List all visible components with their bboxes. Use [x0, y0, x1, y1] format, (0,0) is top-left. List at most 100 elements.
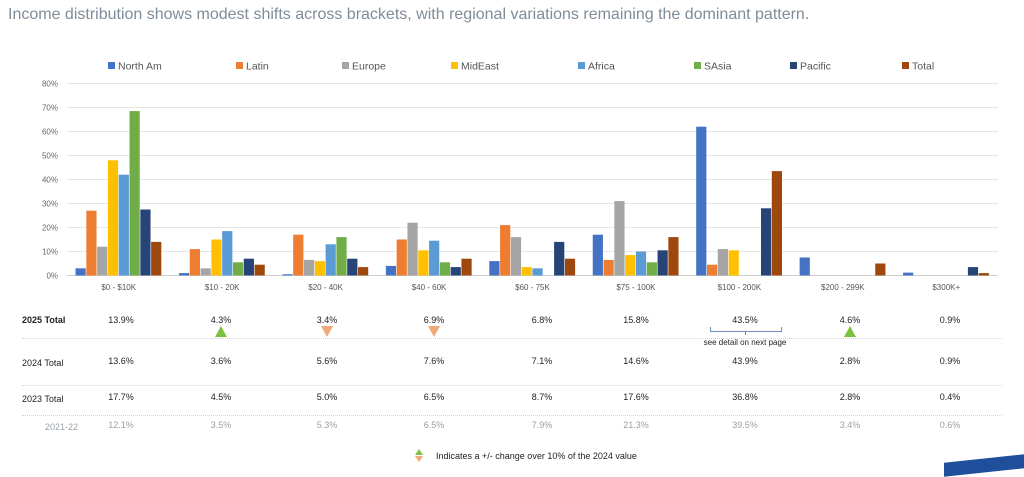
y-tick-label: 70% — [42, 104, 58, 113]
legend-label-europe: Europe — [352, 61, 386, 73]
bar-latin — [189, 249, 200, 276]
row-label: 2023 Total — [22, 394, 64, 404]
bar-sasia — [646, 262, 657, 276]
row-label: 2025 Total — [22, 315, 66, 325]
table-cell: 5.3% — [316, 420, 338, 430]
x-tick-label: $60 - 75K — [515, 283, 550, 292]
table-cell: 13.9% — [108, 315, 134, 325]
table-cell: 0.4% — [939, 392, 961, 402]
bar-latin — [396, 239, 407, 276]
x-tick-label: $200 - 299K — [821, 283, 865, 292]
bar-north-am — [696, 126, 707, 276]
increase-indicator-icon — [844, 326, 856, 337]
legend-swatch — [236, 62, 243, 69]
bar-total — [978, 273, 989, 276]
bar-europe — [407, 222, 418, 276]
bar-latin — [86, 210, 97, 276]
table-cell: 12.1% — [108, 420, 134, 430]
x-tick-label: $300K+ — [932, 283, 960, 292]
table-cell: 2.8% — [839, 356, 861, 366]
bar-africa — [222, 231, 233, 276]
legend-swatch — [108, 62, 115, 69]
bar-pacific — [243, 258, 254, 276]
bar-europe — [510, 237, 522, 276]
bar-africa — [118, 174, 129, 276]
table-cell: 4.3% — [210, 315, 232, 325]
bar-mideast — [728, 250, 739, 276]
x-tick-label: $0 - $10K — [101, 283, 136, 292]
bar-north-am — [489, 261, 500, 276]
brand-swoosh — [944, 453, 1024, 477]
bar-mideast — [625, 255, 636, 276]
table-cell: 3.4% — [839, 420, 861, 430]
table-cell: 4.5% — [210, 392, 232, 402]
table-cell: 7.1% — [531, 356, 553, 366]
table-cell: 3.4% — [316, 315, 338, 325]
legend-label-total: Total — [912, 61, 934, 73]
bar-total — [875, 263, 886, 276]
legend-swatch — [790, 62, 797, 69]
bar-europe — [614, 201, 625, 276]
row-label: 2021-22 — [45, 422, 79, 432]
legend-label-africa: Africa — [588, 61, 615, 73]
x-tick-label: $40 - 60K — [412, 283, 447, 292]
bar-sasia — [336, 237, 347, 276]
bar-north-am — [178, 273, 190, 276]
indicator-legend-note: Indicates a +/- change over 10% of the 2… — [436, 451, 637, 461]
bar-mideast — [521, 267, 532, 276]
y-tick-label: 80% — [42, 80, 58, 89]
bar-sasia — [232, 262, 244, 276]
legend-label-north-am: North Am — [118, 61, 162, 73]
bracket-icon — [710, 327, 782, 332]
table-cell: 15.8% — [623, 315, 649, 325]
bar-north-am — [903, 272, 914, 276]
row-label: 2024 Total — [22, 358, 64, 368]
bar-total — [668, 237, 679, 276]
legend-swatch — [578, 62, 585, 69]
bar-sasia — [439, 262, 451, 276]
table-cell: 6.8% — [531, 315, 553, 325]
table-cell: 4.6% — [839, 315, 861, 325]
bar-chart: 0% 10% 20% 30% 40% 50% 60% 70% 80% $0 - $10K $10 -… — [42, 61, 998, 292]
bar-total — [254, 264, 265, 276]
table-cell: 36.8% — [732, 392, 758, 402]
x-tick-label: $20 - 40K — [308, 283, 343, 292]
bar-latin — [706, 264, 718, 276]
bar-europe — [97, 246, 108, 276]
detail-note: see detail on next page — [703, 338, 787, 347]
y-tick-label: 20% — [42, 224, 58, 233]
table-cell: 0.6% — [939, 420, 961, 430]
bar-pacific — [140, 209, 151, 276]
x-tick-label: $100 - 200K — [718, 283, 762, 292]
bar-total — [461, 258, 472, 276]
y-tick-label: 10% — [42, 248, 58, 257]
table-cell: 0.9% — [939, 356, 961, 366]
table-cell: 43.5% — [732, 315, 758, 325]
table-cell: 39.5% — [732, 420, 758, 430]
bar-sasia — [129, 111, 140, 276]
table-cell: 7.9% — [531, 420, 553, 430]
bar-pacific — [657, 250, 668, 276]
bar-pacific — [967, 267, 979, 276]
bar-north-am — [385, 265, 397, 276]
bar-africa — [532, 268, 543, 276]
bar-total — [358, 267, 369, 276]
bar-north-am — [282, 274, 293, 276]
bar-africa — [325, 244, 336, 276]
bar-pacific — [554, 241, 565, 276]
page-title: Income distribution shows modest shifts … — [8, 6, 810, 23]
row-divider — [22, 415, 1002, 416]
bar-north-am — [592, 234, 603, 276]
bar-total — [151, 241, 162, 276]
table-cell: 13.6% — [108, 356, 134, 366]
bar-africa — [429, 240, 440, 276]
bar-europe — [200, 268, 211, 276]
bar-europe — [717, 249, 728, 276]
y-tick-label: 60% — [42, 128, 58, 137]
bracket-stem — [745, 331, 746, 335]
table-cell: 7.6% — [423, 356, 445, 366]
table-cell: 6.9% — [423, 315, 445, 325]
bar-total — [771, 171, 782, 276]
table-cell: 43.9% — [732, 356, 758, 366]
legend-label-pacific: Pacific — [800, 61, 831, 73]
